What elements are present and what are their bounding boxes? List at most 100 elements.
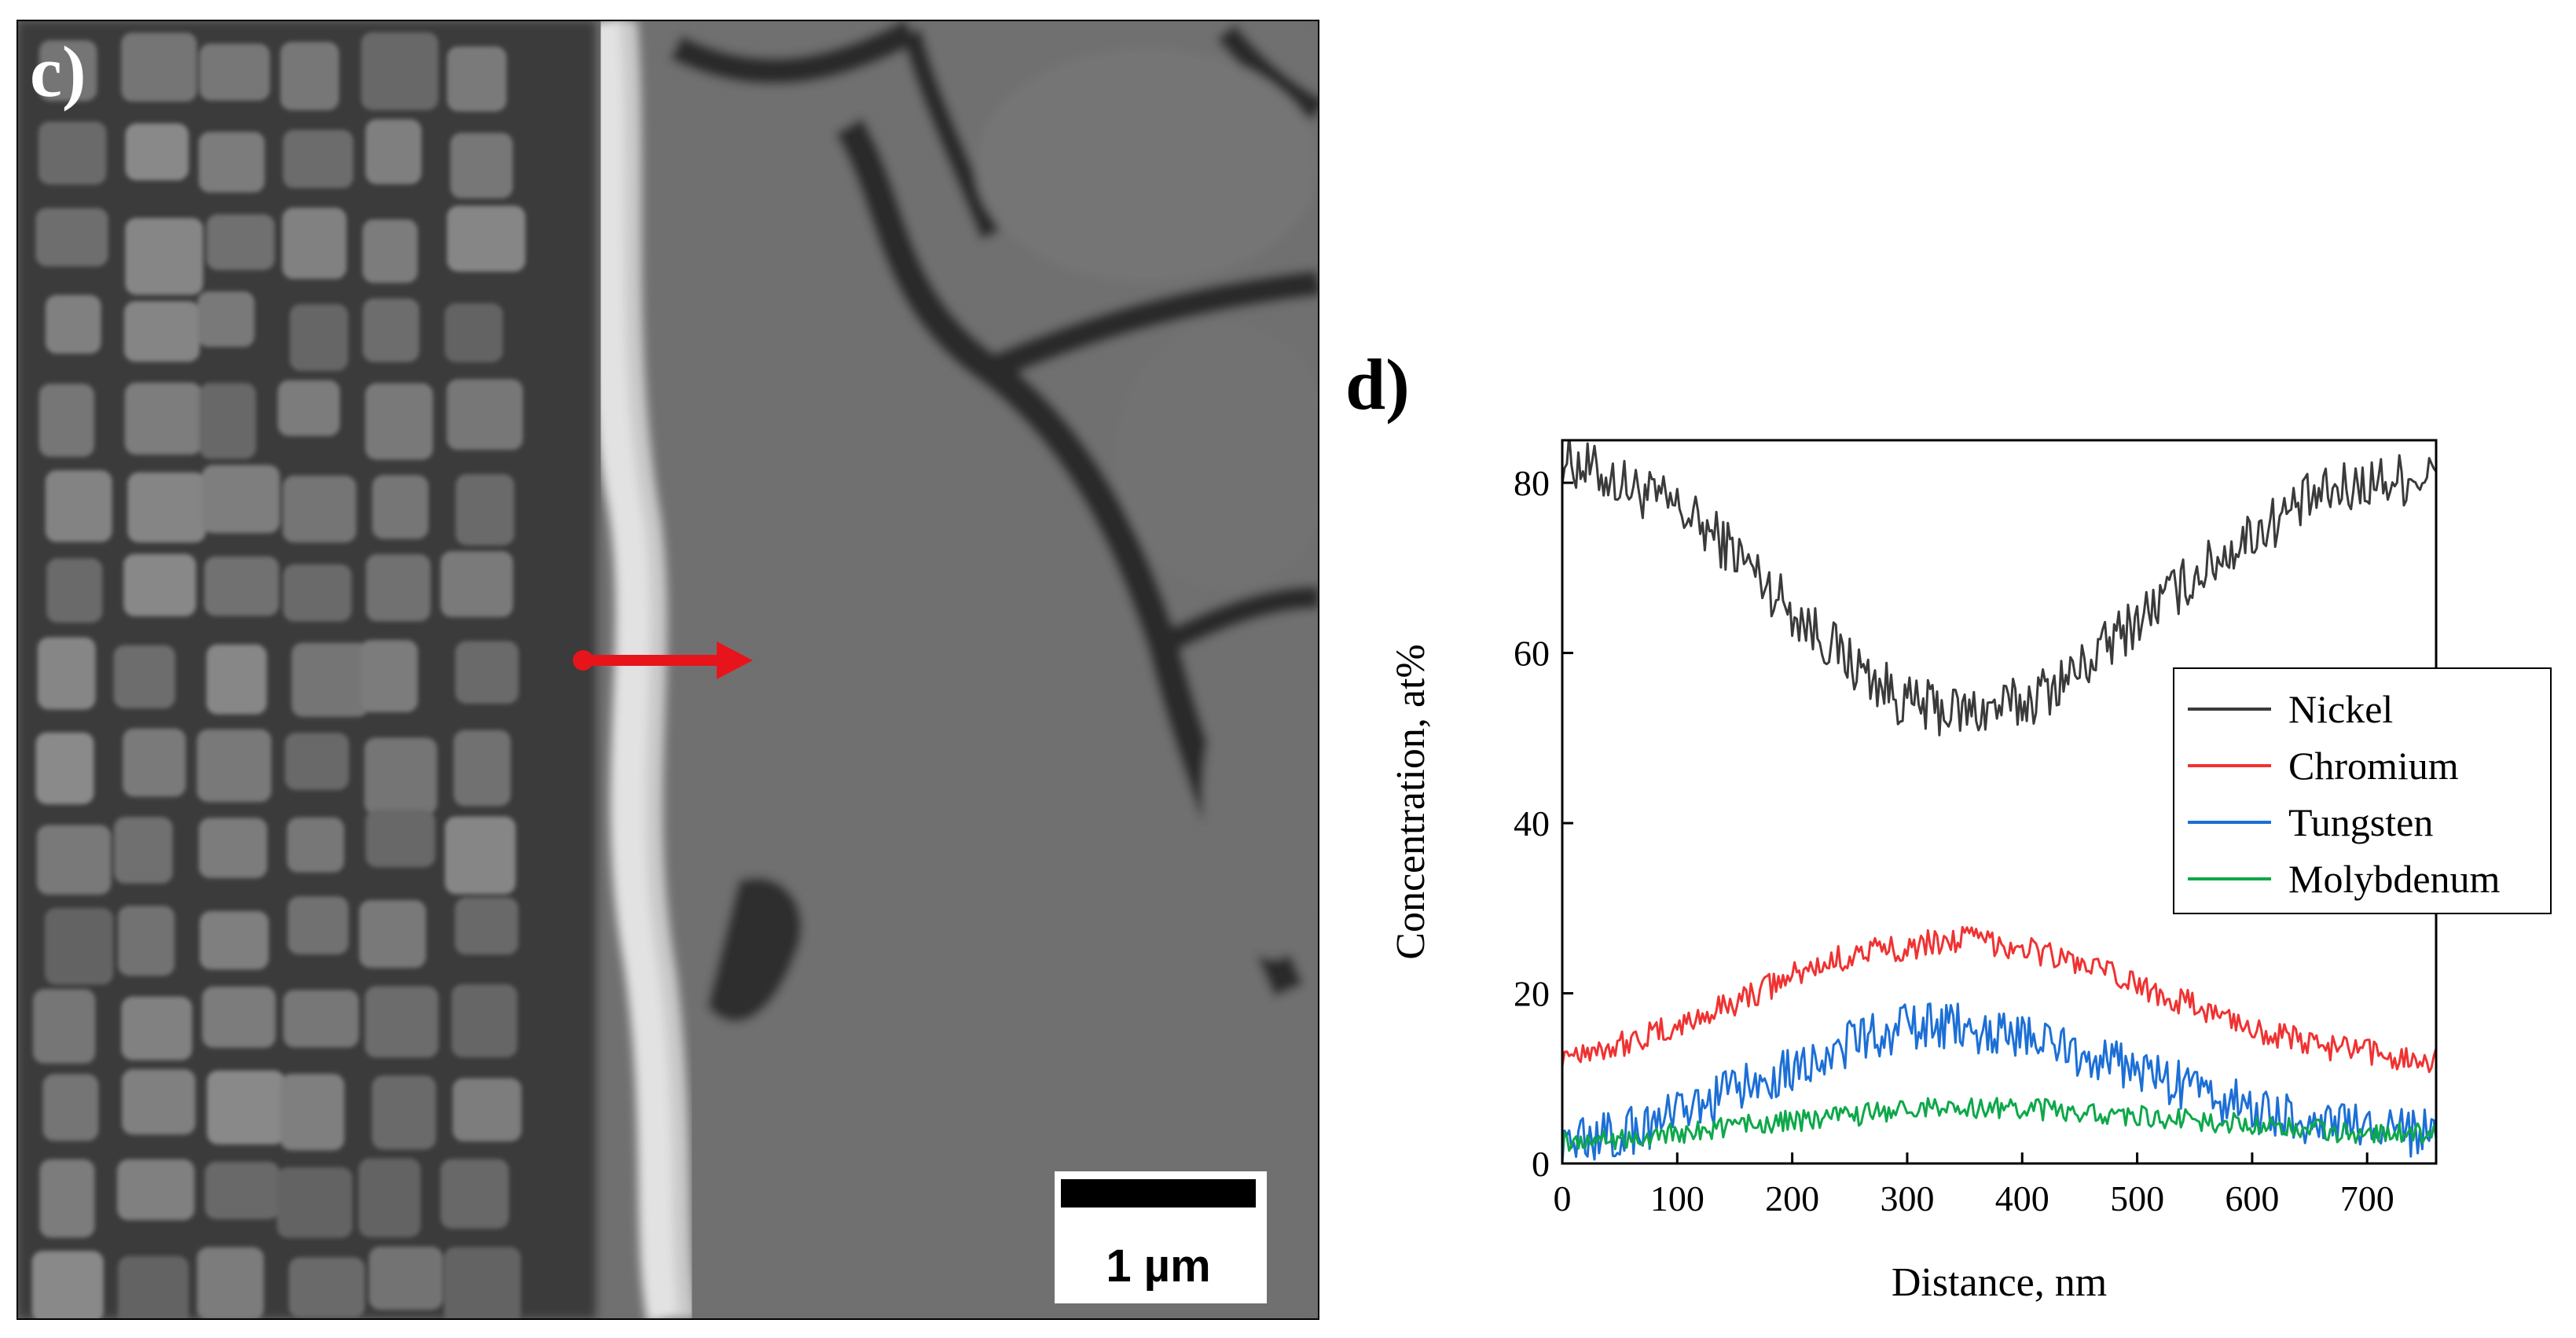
scale-bar: 1 µm [1055, 1171, 1267, 1303]
series-line-nickel [1562, 440, 2436, 737]
gamma-prime-particle [282, 476, 357, 543]
x-tick-label: 700 [2340, 1178, 2394, 1219]
gamma-prime-particle [455, 474, 515, 546]
series-line-molybdenum [1562, 1097, 2436, 1153]
gamma-prime-particle [365, 383, 433, 460]
gamma-prime-particle [124, 382, 202, 455]
x-tick-label: 200 [1765, 1178, 1819, 1219]
gamma-prime-particle [292, 642, 369, 717]
gamma-prime-particle [455, 641, 519, 704]
gamma-prime-particle [123, 728, 186, 797]
gamma-prime-particle [365, 986, 439, 1058]
gamma-prime-particle [199, 43, 270, 101]
gamma-prime-particle [37, 637, 96, 710]
gamma-prime-particle [280, 1074, 345, 1151]
gamma-prime-particle [39, 40, 97, 101]
gamma-prime-particle [198, 131, 265, 193]
sem-frame [17, 20, 1319, 1320]
panel-d-label: d) [1345, 344, 1410, 425]
gamma-prime-particle [446, 205, 526, 272]
gamma-prime-particle [288, 1257, 365, 1318]
gamma-prime-particle [277, 1167, 353, 1238]
gamma-prime-particle [445, 816, 516, 895]
legend: Nickel Chromium Tungsten Molybdenum [2173, 667, 2552, 914]
gamma-prime-particle [38, 121, 107, 185]
line-chart: 0 100 200 300 400 500 600 700 0 20 40 60 80 Distanc… [1389, 439, 2552, 1305]
gamma-prime-particle [45, 908, 114, 985]
gamma-prime-particle [283, 564, 352, 622]
sem-micrograph [17, 20, 1319, 1319]
gamma-prime-particle [199, 383, 256, 459]
gamma-prime-particle [39, 1159, 95, 1238]
gamma-prime-particle [42, 1074, 99, 1141]
gamma-prime-particle [36, 825, 112, 895]
gamma-prime-particle [365, 810, 435, 868]
gamma-prime-particle [117, 1159, 195, 1220]
gamma-prime-particle [206, 644, 267, 715]
scale-bar-label: 1 µm [1106, 1241, 1210, 1292]
gamma-prime-particle [204, 556, 279, 616]
gamma-prime-particle [440, 551, 513, 617]
gamma-prime-particle [123, 553, 196, 616]
gamma-prime-particle [35, 208, 108, 266]
gamma-prime-particle [46, 558, 103, 623]
y-tick-label: 60 [1514, 634, 1550, 674]
gamma-prime-particle [114, 817, 173, 884]
gamma-prime-particle [289, 303, 348, 371]
gamma-prime-particle [283, 130, 354, 189]
gamma-prime-particle [362, 298, 420, 362]
gamma-prime-particle [453, 730, 511, 807]
gamma-prime-particle [446, 46, 507, 112]
y-tick-label: 80 [1514, 463, 1550, 503]
x-tick-label: 600 [2225, 1178, 2279, 1219]
gamma-prime-particle [359, 900, 426, 969]
gamma-prime-particle [113, 645, 175, 709]
gamma-prime-particle [287, 817, 344, 873]
gamma-prime-particle [202, 987, 276, 1048]
y-axis-title: Concentration, at% [1389, 644, 1433, 959]
gamma-prime-particle [207, 1070, 285, 1145]
gamma-prime-particle [118, 906, 175, 976]
gamma-prime-particle [365, 119, 422, 185]
gamma-prime-particle [372, 475, 429, 539]
gamma-prime-particle [39, 384, 94, 457]
gamma-prime-particle [121, 996, 193, 1060]
series-line-tungsten [1562, 1002, 2436, 1163]
line-scan-arrow [573, 641, 753, 679]
gamma-prime-particle [121, 32, 197, 102]
y-tick-label: 40 [1514, 803, 1550, 844]
gamma-prime-particle [440, 1159, 509, 1229]
gamma-prime-particle [444, 1247, 521, 1319]
gamma-prime-particle [450, 133, 513, 199]
gamma-prime-particle [45, 295, 101, 354]
gamma-prime-particle [446, 379, 523, 450]
gamma-prime-particle [454, 897, 519, 955]
panel-c-label: c) [30, 31, 86, 112]
gamma-prime-particle [35, 732, 94, 804]
gamma-prime-particle [359, 640, 418, 712]
gamma-prime-particle [118, 1255, 189, 1319]
gamma-prime-particle [196, 729, 272, 803]
gamma-prime-particle [200, 911, 269, 970]
gamma-prime-particle [283, 990, 359, 1048]
x-tick-label: 0 [1554, 1178, 1572, 1219]
legend-label-molybdenum: Molybdenum [2288, 857, 2501, 901]
gamma-prime-particle [31, 1251, 104, 1319]
gamma-prime-particle [362, 219, 418, 283]
x-axis-title: Distance, nm [1892, 1260, 2107, 1305]
gamma-prime-particle [372, 1075, 436, 1149]
x-tick-label: 100 [1650, 1178, 1704, 1219]
gamma-prime-particle [452, 1078, 522, 1141]
gamma-prime-particle [201, 465, 280, 534]
gamma-prime-particle [197, 291, 255, 347]
gamma-prime-particle [125, 123, 189, 181]
x-tick-label: 400 [1995, 1178, 2049, 1219]
x-tick-label: 500 [2110, 1178, 2164, 1219]
y-tick-label: 20 [1514, 974, 1550, 1014]
gamma-prime-particle [204, 1161, 280, 1219]
gamma-prime-particle [125, 218, 204, 295]
gamma-prime-particle [284, 733, 349, 790]
gamma-prime-particle [282, 208, 347, 279]
gamma-prime-particle [444, 303, 503, 362]
